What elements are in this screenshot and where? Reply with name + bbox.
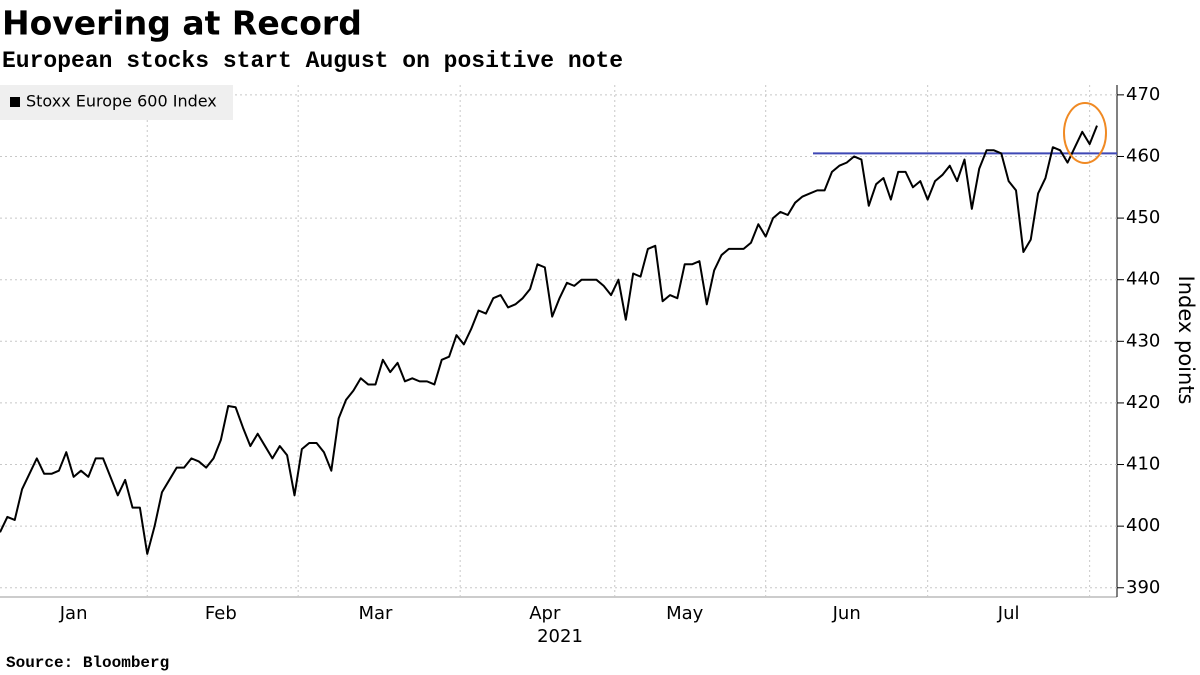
y-tick-label: 400 [1126,515,1160,536]
legend-label: Stoxx Europe 600 Index [26,92,217,111]
source: Source: Bloomberg [6,654,169,672]
chart-title: Hovering at Record [2,4,362,43]
legend-box [0,85,233,120]
y-tick-label: 450 [1126,207,1160,228]
y-tick-label: 420 [1126,392,1160,413]
x-tick-label: Feb [205,603,237,624]
y-tick-label: 430 [1126,330,1160,351]
legend-swatch [10,97,20,107]
x-tick-label: Jan [59,603,88,624]
x-tick-label: May [666,603,704,624]
y-tick-label: 440 [1126,269,1160,290]
x-tick-label: Jul [997,603,1020,624]
x-tick-label: Apr [529,603,561,624]
y-tick-label: 410 [1126,454,1160,475]
y-axis-label: Index points [1174,276,1198,405]
x-axis-label: 2021 [537,626,583,647]
x-tick-label: Jun [832,603,861,624]
y-tick-label: 470 [1126,84,1160,105]
y-tick-label: 460 [1126,145,1160,166]
x-tick-label: Mar [358,603,393,624]
chart-subtitle: European stocks start August on positive… [2,48,623,74]
series-line [0,125,1098,555]
y-tick-label: 390 [1126,577,1160,598]
highlight-circle [1063,102,1107,164]
